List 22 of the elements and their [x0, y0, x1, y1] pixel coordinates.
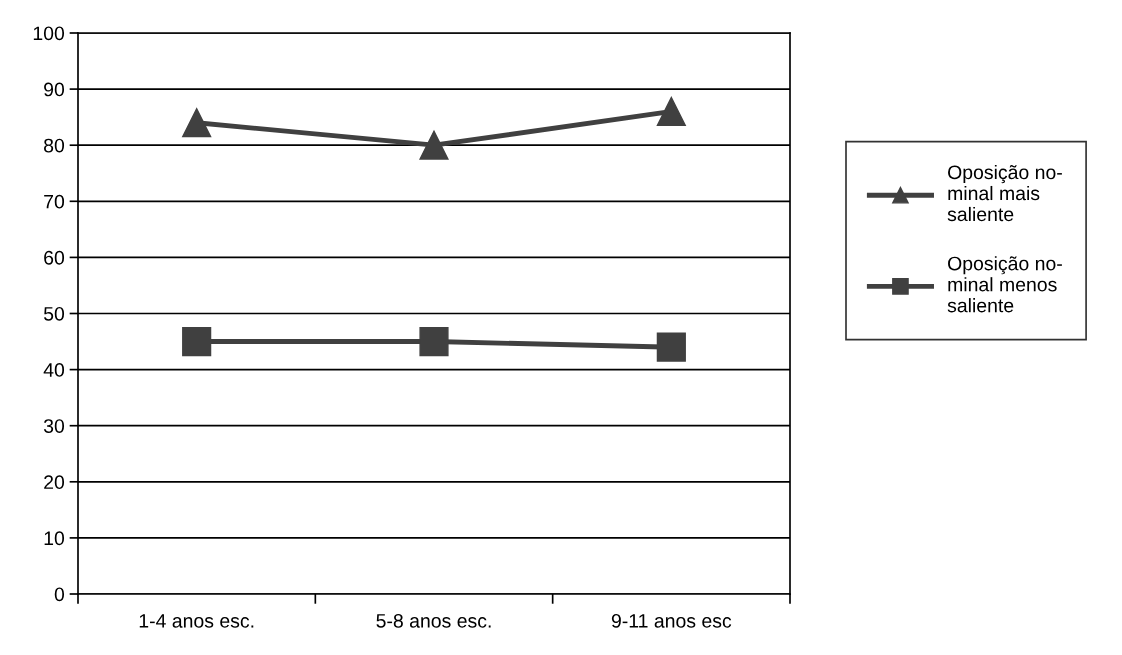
y-tick-label: 60 — [44, 250, 65, 265]
y-tick-label: 30 — [43, 419, 65, 433]
legend-label: Oposição no- minal mais saliente — [947, 164, 1062, 222]
y-tick-label: 100 — [33, 26, 65, 41]
y-tick-label: 80 — [44, 138, 65, 153]
x-tick-label: 9-11 anos esc — [611, 613, 732, 628]
y-tick-label: 10 — [44, 531, 65, 546]
y-tick-label: 40 — [43, 363, 65, 377]
y-tick-label: 0 — [54, 587, 65, 602]
point — [419, 130, 449, 160]
point — [656, 96, 686, 127]
y-tick-label: 90 — [44, 82, 65, 97]
point — [419, 326, 449, 357]
x-tick-label: 1-4 anos esc. — [139, 614, 254, 628]
y-tick-label: 20 — [44, 475, 65, 490]
y-tick-label: 70 — [44, 194, 65, 209]
y-tick-label: 50 — [43, 306, 65, 321]
point — [656, 332, 686, 362]
x-tick-label: 5-8 anos esc. — [376, 613, 491, 628]
point — [182, 326, 212, 357]
legend-label: Oposição no- minal menos saliente — [947, 256, 1062, 313]
point — [182, 108, 212, 138]
